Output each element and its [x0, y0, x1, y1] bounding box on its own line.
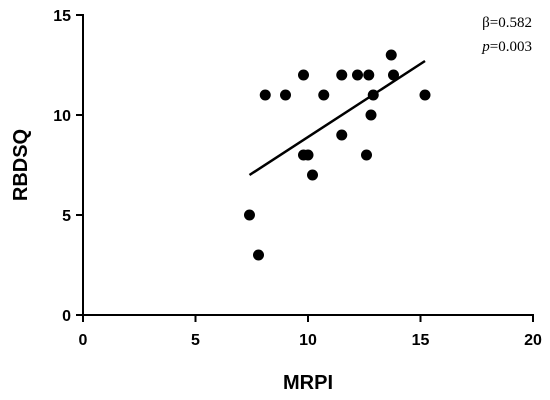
- x-tick-label: 5: [191, 332, 200, 349]
- data-point: [336, 129, 348, 141]
- data-point: [352, 69, 363, 81]
- x-ticks: 0 5 10 15 20: [79, 315, 542, 349]
- beta-annotation: β=0.582: [482, 15, 532, 31]
- y-axis-title: RBDSQ: [10, 129, 32, 201]
- data-point: [298, 69, 309, 81]
- y-tick-label: 15: [53, 8, 71, 25]
- p-value-annotation: p=0.003: [481, 39, 532, 55]
- x-tick-label: 0: [79, 332, 88, 349]
- data-point: [307, 169, 318, 181]
- regression-line: [248, 59, 426, 177]
- data-point: [259, 89, 271, 101]
- data-point: [318, 89, 330, 101]
- data-point: [361, 149, 372, 161]
- data-point: [385, 49, 397, 61]
- data-point: [280, 89, 291, 101]
- data-point: [244, 209, 255, 221]
- data-point: [388, 69, 399, 81]
- axes: [82, 14, 534, 316]
- x-tick-label: 15: [412, 332, 430, 349]
- x-axis-title: MRPI: [283, 372, 333, 394]
- data-point: [336, 69, 348, 81]
- data-point: [302, 149, 314, 161]
- data-point: [363, 69, 375, 81]
- y-tick-label: 10: [53, 108, 71, 125]
- data-points: [244, 49, 431, 261]
- y-ticks: 0 5 10 15: [53, 8, 83, 325]
- x-tick-label: 10: [299, 332, 317, 349]
- data-point: [419, 89, 431, 101]
- data-point: [253, 249, 264, 261]
- y-tick-label: 0: [62, 308, 71, 325]
- data-point: [365, 109, 377, 121]
- y-tick-label: 5: [62, 208, 71, 225]
- x-tick-label: 20: [524, 332, 542, 349]
